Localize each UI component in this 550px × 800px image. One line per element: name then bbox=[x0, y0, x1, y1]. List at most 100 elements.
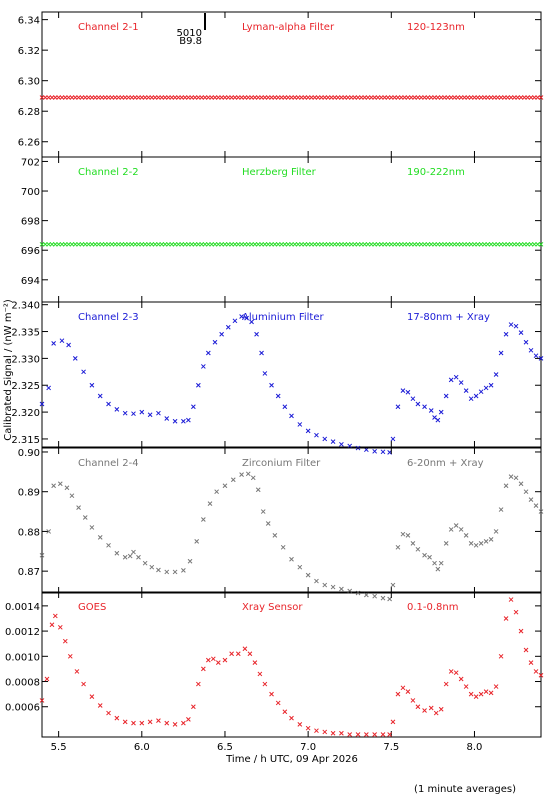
data-point bbox=[443, 393, 449, 399]
event-annotation: 5010 bbox=[177, 28, 202, 39]
panel-label: Channel 2-1 bbox=[78, 22, 139, 33]
data-point bbox=[415, 401, 421, 407]
data-point bbox=[265, 521, 271, 526]
data-point bbox=[528, 497, 534, 502]
data-point bbox=[498, 653, 504, 659]
data-point bbox=[347, 443, 353, 449]
data-point bbox=[483, 385, 489, 391]
data-point bbox=[508, 322, 514, 327]
data-point bbox=[518, 481, 524, 487]
data-point bbox=[260, 509, 266, 514]
data-point bbox=[473, 694, 479, 700]
data-point bbox=[64, 485, 70, 491]
data-point bbox=[205, 350, 211, 356]
data-point bbox=[139, 409, 145, 415]
data-point bbox=[214, 489, 220, 495]
x-tick-label: 7.0 bbox=[300, 742, 316, 753]
data-point bbox=[97, 393, 103, 399]
data-point bbox=[122, 410, 128, 416]
panel-label: 0.1-0.8nm bbox=[407, 602, 459, 613]
data-point bbox=[200, 364, 206, 369]
panel-frame bbox=[41, 447, 542, 594]
data-point bbox=[181, 568, 186, 573]
data-point bbox=[106, 710, 111, 716]
data-point bbox=[139, 720, 145, 726]
data-point bbox=[468, 691, 474, 697]
panel-label: Channel 2-4 bbox=[78, 458, 139, 469]
data-point bbox=[372, 448, 378, 454]
data-point bbox=[142, 560, 148, 566]
data-point bbox=[422, 708, 427, 713]
data-point bbox=[488, 382, 494, 388]
panel-frame bbox=[41, 301, 542, 448]
footnote: (1 minute averages) bbox=[414, 784, 516, 795]
data-point bbox=[89, 382, 95, 388]
y-tick-label: 2.325 bbox=[11, 381, 40, 392]
data-point bbox=[463, 388, 469, 393]
data-point bbox=[493, 529, 499, 534]
y-axis-label: Calibrated Signal / (nW m⁻²) bbox=[3, 299, 14, 441]
data-point bbox=[405, 389, 411, 395]
y-tick-label: 2.335 bbox=[11, 328, 40, 339]
data-point bbox=[244, 315, 249, 321]
data-point bbox=[518, 628, 524, 634]
data-point bbox=[305, 428, 311, 434]
data-point bbox=[523, 647, 529, 653]
x-axis-label: Time / h UTC, 09 Apr 2026 bbox=[225, 754, 358, 765]
data-point bbox=[528, 660, 534, 665]
data-point bbox=[164, 720, 170, 726]
data-point bbox=[57, 481, 63, 487]
data-point bbox=[194, 539, 200, 544]
data-point bbox=[282, 404, 288, 410]
data-point bbox=[428, 408, 434, 413]
panel-label: 17-80nm + Xray bbox=[407, 312, 490, 323]
data-point bbox=[210, 656, 216, 662]
data-point bbox=[483, 689, 489, 694]
data-point bbox=[127, 553, 133, 559]
data-point bbox=[200, 517, 206, 522]
data-point bbox=[322, 729, 328, 735]
data-point bbox=[438, 409, 444, 415]
y-tick-label: 0.0006 bbox=[5, 703, 40, 714]
data-point bbox=[363, 732, 369, 737]
y-tick-label: 700 bbox=[21, 187, 40, 198]
y-tick-label: 698 bbox=[21, 217, 40, 228]
data-point bbox=[131, 549, 136, 555]
data-point bbox=[242, 646, 248, 652]
data-point bbox=[498, 350, 504, 356]
data-point bbox=[44, 676, 50, 682]
data-point bbox=[503, 616, 509, 621]
x-tick-label: 6.0 bbox=[134, 742, 150, 753]
data-point bbox=[289, 413, 294, 419]
data-point bbox=[239, 472, 244, 477]
data-point bbox=[410, 540, 416, 546]
data-point bbox=[314, 728, 319, 734]
data-point bbox=[422, 552, 427, 558]
data-point bbox=[46, 529, 52, 534]
data-point bbox=[503, 483, 509, 489]
data-point bbox=[89, 694, 95, 700]
data-point bbox=[513, 475, 519, 481]
data-point bbox=[82, 515, 88, 520]
event-annotation: B9.8 bbox=[179, 36, 202, 47]
data-point bbox=[533, 503, 539, 508]
y-tick-label: 0.0012 bbox=[5, 627, 40, 638]
data-point bbox=[269, 691, 274, 697]
data-point bbox=[156, 410, 161, 416]
data-point bbox=[518, 330, 524, 335]
data-point bbox=[297, 722, 303, 727]
data-point bbox=[81, 369, 86, 375]
data-point bbox=[106, 542, 111, 548]
data-point bbox=[478, 691, 484, 697]
data-point bbox=[114, 715, 120, 721]
data-point bbox=[57, 624, 63, 630]
data-point bbox=[498, 507, 504, 512]
data-point bbox=[195, 681, 201, 687]
data-point bbox=[508, 597, 514, 602]
data-point bbox=[212, 339, 218, 345]
data-point bbox=[222, 657, 228, 663]
data-point bbox=[435, 566, 441, 572]
data-point bbox=[172, 418, 178, 424]
panel-label: 190-222nm bbox=[407, 167, 465, 178]
data-point bbox=[380, 449, 386, 455]
